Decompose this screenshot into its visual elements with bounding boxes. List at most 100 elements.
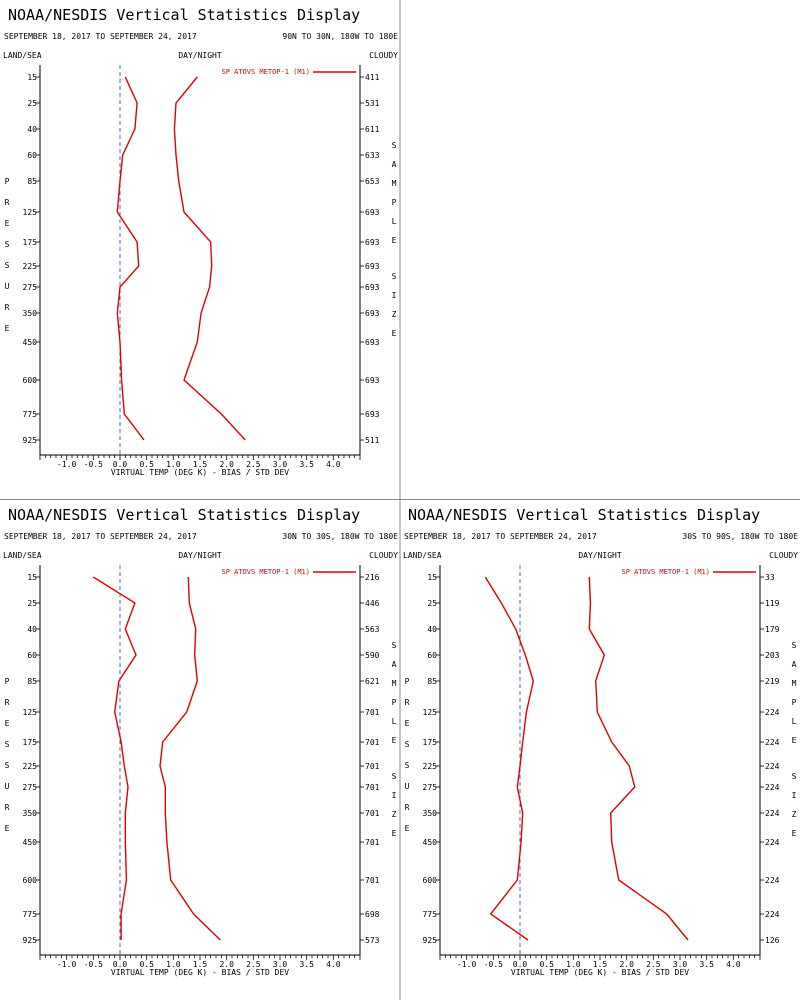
x-tick-label: 1.5 (193, 960, 208, 969)
pressure-level-label: 275 (23, 283, 38, 292)
sample-size-label: 224 (765, 783, 780, 792)
pressure-level-label: 225 (23, 762, 38, 771)
sample-size-label: 126 (765, 936, 780, 945)
x-tick-label: -1.0 (57, 460, 76, 469)
pressure-level-label: 225 (23, 262, 38, 271)
sample-size-label: 224 (765, 910, 780, 919)
legend-label: SP ATOVS METOP-1 (M1) (621, 568, 710, 576)
x-tick-label: 0.0 (113, 460, 128, 469)
sample-size-label: 224 (765, 809, 780, 818)
land-sea-label: LAND/SEA (3, 551, 42, 560)
sample-size-label: 621 (365, 677, 380, 686)
sample-size-label: 179 (765, 625, 780, 634)
pressure-level-label: 15 (27, 573, 37, 582)
x-tick-label: 2.5 (246, 460, 261, 469)
chart-panel-3: NOAA/NESDIS Vertical Statistics Display S… (403, 506, 798, 977)
sample-size-label: 701 (365, 708, 380, 717)
pressure-level-label: 600 (23, 876, 38, 885)
sample-size-label: 693 (365, 376, 380, 385)
sample-size-label: 693 (365, 262, 380, 271)
sample-size-label: 693 (365, 283, 380, 292)
x-tick-label: 3.0 (273, 960, 288, 969)
pressure-level-label: 775 (23, 410, 38, 419)
sample-size-label: 693 (365, 410, 380, 419)
sample-size-label: 224 (765, 738, 780, 747)
cloudy-label: CLOUDY (769, 551, 798, 560)
sample-size-label: 701 (365, 783, 380, 792)
x-tick-label: 2.5 (246, 960, 261, 969)
sample-size-label: 203 (765, 651, 780, 660)
legend-label: SP ATOVS METOP-1 (M1) (221, 68, 310, 76)
pressure-level-label: 40 (27, 625, 37, 634)
pressure-level-label: 925 (423, 936, 438, 945)
pressure-level-label: 775 (23, 910, 38, 919)
x-tick-label: -0.5 (484, 960, 503, 969)
pressure-level-label: 15 (427, 573, 437, 582)
x-axis-label: VIRTUAL TEMP (DEG K) - BIAS / STD DEV (111, 968, 289, 977)
pressure-level-label: 25 (27, 99, 37, 108)
sample-size-label: 219 (765, 677, 780, 686)
x-tick-label: 3.0 (673, 960, 688, 969)
pressure-level-label: 85 (27, 677, 37, 686)
x-tick-label: 0.5 (539, 960, 554, 969)
sample-size-label: 701 (365, 838, 380, 847)
sample-size-label: 119 (765, 599, 780, 608)
sample-size-label: 698 (365, 910, 380, 919)
pressure-level-label: 175 (23, 238, 38, 247)
sample-size-label: 224 (765, 838, 780, 847)
pressure-level-label: 125 (23, 208, 38, 217)
sample-size-label: 33 (765, 573, 775, 582)
sample-size-label: 216 (365, 573, 380, 582)
x-tick-label: 1.0 (166, 960, 181, 969)
x-axis-label: VIRTUAL TEMP (DEG K) - BIAS / STD DEV (511, 968, 689, 977)
pressure-level-label: 450 (23, 838, 38, 847)
sample-size-label: 693 (365, 208, 380, 217)
pressure-level-label: 275 (423, 783, 438, 792)
sample-size-label: 590 (365, 651, 380, 660)
pressure-level-label: 125 (423, 708, 438, 717)
x-tick-label: 2.5 (646, 960, 661, 969)
pressure-level-label: 40 (27, 125, 37, 134)
date-range: SEPTEMBER 18, 2017 TO SEPTEMBER 24, 2017 (4, 32, 197, 41)
sample-size-label: 531 (365, 99, 380, 108)
x-tick-label: -0.5 (84, 460, 103, 469)
chart-panel-1: NOAA/NESDIS Vertical Statistics Display S… (3, 6, 398, 477)
x-tick-label: 2.0 (219, 960, 234, 969)
x-tick-label: 3.5 (699, 960, 714, 969)
panel-title: NOAA/NESDIS Vertical Statistics Display (408, 506, 760, 524)
x-tick-label: 4.0 (326, 960, 341, 969)
sample-size-label: 693 (365, 338, 380, 347)
pressure-level-label: 25 (27, 599, 37, 608)
sample-size-label: 701 (365, 738, 380, 747)
x-tick-label: 4.0 (726, 960, 741, 969)
std-dev-line (159, 576, 221, 941)
panel-title: NOAA/NESDIS Vertical Statistics Display (8, 6, 360, 24)
panel-title: NOAA/NESDIS Vertical Statistics Display (8, 506, 360, 524)
x-tick-label: 3.0 (273, 460, 288, 469)
sample-size-label: 611 (365, 125, 380, 134)
x-tick-label: 1.0 (566, 960, 581, 969)
pressure-level-label: 40 (427, 625, 437, 634)
sample-size-label: 224 (765, 876, 780, 885)
pressure-level-label: 15 (27, 73, 37, 82)
pressure-level-label: 450 (423, 838, 438, 847)
region-label: 30N TO 30S, 180W TO 180E (282, 532, 398, 541)
sample-size-label: 224 (765, 708, 780, 717)
x-tick-label: 3.5 (299, 460, 314, 469)
legend-label: SP ATOVS METOP-1 (M1) (221, 568, 310, 576)
x-axis-label: VIRTUAL TEMP (DEG K) - BIAS / STD DEV (111, 468, 289, 477)
pressure-level-label: 175 (23, 738, 38, 747)
sample-size-label: 693 (365, 238, 380, 247)
sample-size-label: 224 (765, 762, 780, 771)
pressure-level-label: 60 (27, 651, 37, 660)
cloudy-label: CLOUDY (369, 551, 398, 560)
land-sea-label: LAND/SEA (3, 51, 42, 60)
sample-size-label: 693 (365, 309, 380, 318)
x-tick-label: 2.0 (219, 460, 234, 469)
date-range: SEPTEMBER 18, 2017 TO SEPTEMBER 24, 2017 (404, 532, 597, 541)
